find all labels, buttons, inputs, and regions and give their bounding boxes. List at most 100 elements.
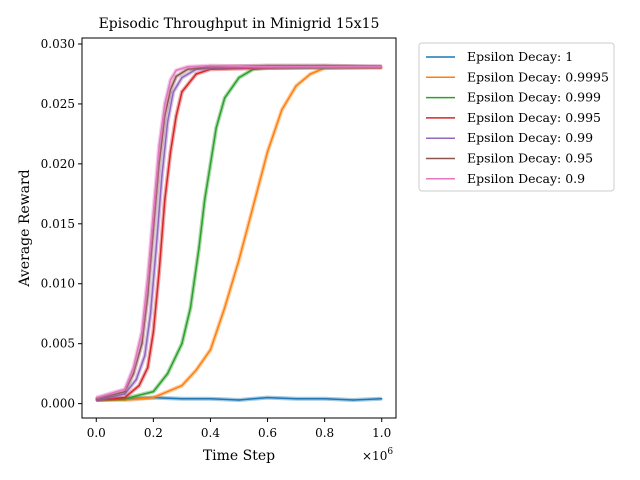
data-point <box>141 330 143 333</box>
data-point <box>149 312 152 315</box>
data-point <box>186 65 189 68</box>
data-point <box>380 398 383 400</box>
x-tick-label: 0.0 <box>87 426 106 440</box>
data-point <box>95 396 98 399</box>
chart-title: Episodic Throughput in Minigrid 15x15 <box>99 16 380 32</box>
x-tick-label: 0.2 <box>144 426 163 440</box>
data-point <box>124 390 126 393</box>
data-point <box>252 205 255 207</box>
data-point <box>132 372 135 375</box>
data-point <box>266 65 269 68</box>
data-point <box>352 399 354 401</box>
x-tick-label: 0.4 <box>201 426 220 440</box>
plot-frame <box>81 37 397 419</box>
data-point <box>203 199 206 201</box>
data-point <box>146 276 149 279</box>
data-point <box>223 97 226 99</box>
x-tick-label: 0.8 <box>315 426 334 440</box>
data-point <box>281 109 283 111</box>
data-point <box>141 342 143 345</box>
data-point <box>323 65 326 68</box>
data-point <box>166 121 169 123</box>
data-point <box>295 85 297 87</box>
data-point <box>152 330 155 333</box>
series-band-7 <box>95 63 382 400</box>
series-line-2 <box>96 67 382 401</box>
data-point <box>124 398 126 400</box>
data-point <box>135 378 138 381</box>
data-point <box>238 258 240 261</box>
data-point <box>266 64 269 67</box>
data-point <box>186 68 189 70</box>
data-point <box>323 398 326 400</box>
data-point <box>323 67 326 69</box>
data-point <box>266 151 269 153</box>
data-point <box>152 390 155 393</box>
data-point <box>380 67 383 69</box>
data-point <box>155 246 158 249</box>
x-axis-multiplier-base: ×10 <box>362 449 387 463</box>
data-point <box>169 79 172 81</box>
y-tick-label: 0.020 <box>41 157 75 171</box>
data-point <box>181 384 183 387</box>
y-tick-label: 0.025 <box>41 97 75 111</box>
data-point <box>158 270 160 273</box>
y-axis-label: Average Reward <box>17 169 33 287</box>
data-point <box>195 73 197 75</box>
legend-label-6: Epsilon Decay: 0.95 <box>467 151 593 166</box>
legend: Epsilon Decay: 1 Epsilon Decay: 0.9995 Eps… <box>418 42 615 192</box>
data-point <box>175 75 177 78</box>
data-point <box>209 348 212 351</box>
y-axis: 0.000 0.005 0.010 0.015 0.020 0.025 0.030 <box>41 37 82 411</box>
y-tick-label: 0.005 <box>41 337 75 351</box>
data-point <box>146 294 149 297</box>
data-point <box>95 399 98 401</box>
data-point <box>181 91 183 93</box>
data-point <box>181 342 183 345</box>
data-point <box>132 366 135 369</box>
legend-label-3: Epsilon Decay: 0.999 <box>467 90 601 105</box>
data-point <box>144 354 146 357</box>
data-point <box>169 88 172 91</box>
data-point <box>195 369 197 371</box>
data-point <box>175 115 177 117</box>
data-point <box>163 103 166 105</box>
legend-label-7: Epsilon Decay: 0.9 <box>467 171 585 186</box>
data-point <box>266 396 269 399</box>
data-point <box>172 91 175 93</box>
data-point <box>323 64 326 67</box>
data-point <box>223 306 226 309</box>
data-point <box>138 384 140 387</box>
data-point <box>238 76 240 79</box>
data-point <box>124 388 126 391</box>
data-point <box>209 398 212 400</box>
data-point <box>215 127 217 129</box>
data-point <box>181 76 183 79</box>
data-point <box>152 228 155 231</box>
data-point <box>163 199 166 201</box>
data-point <box>238 399 240 401</box>
data-point <box>158 145 160 147</box>
data-point <box>163 115 166 117</box>
legend-box <box>418 42 615 192</box>
data-point <box>198 246 200 249</box>
data-point <box>175 69 177 72</box>
data-point <box>295 398 297 400</box>
data-point <box>152 211 155 213</box>
y-tick-label: 0.010 <box>41 277 75 291</box>
data-point <box>209 163 212 165</box>
x-axis-multiplier: ×106 <box>362 447 393 463</box>
data-point <box>124 399 126 401</box>
data-point <box>146 366 149 369</box>
y-tick-label: 0.015 <box>41 217 75 231</box>
data-point <box>169 151 172 153</box>
plot-series <box>95 63 383 402</box>
data-point <box>166 372 169 375</box>
data-point <box>380 65 383 68</box>
legend-label-5: Epsilon Decay: 0.99 <box>467 130 593 145</box>
data-point <box>161 175 163 177</box>
x-tick-label: 0.6 <box>258 426 277 440</box>
legend-label-1: Epsilon Decay: 1 <box>467 49 573 64</box>
x-axis-multiplier-exponent: 6 <box>387 447 393 457</box>
